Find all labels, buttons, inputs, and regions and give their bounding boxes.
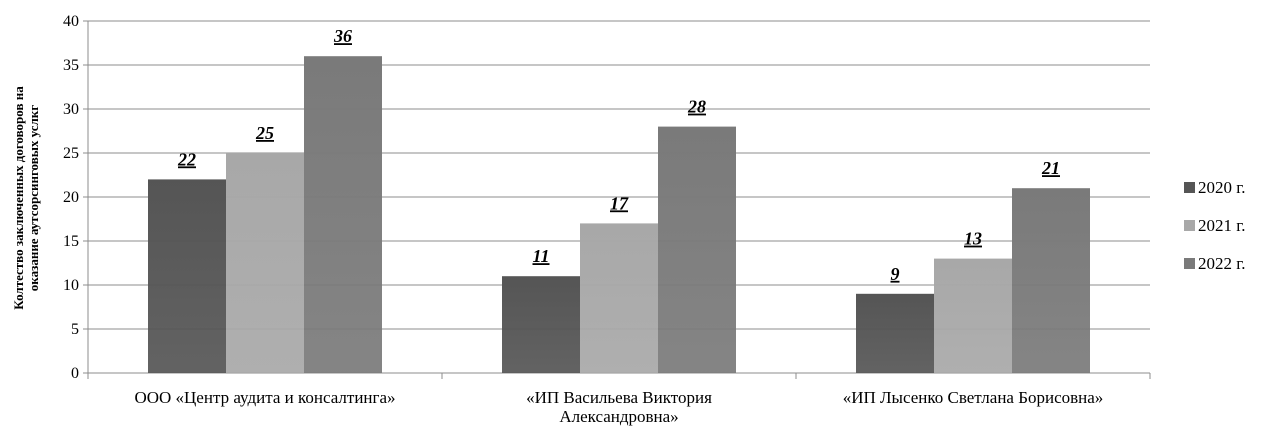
data-label-1-2: 28 — [687, 97, 706, 117]
bar-1-1 — [580, 223, 658, 373]
legend-swatch-0 — [1184, 182, 1195, 193]
category-label-0-0: ООО «Центр аудита и консалтинга» — [134, 388, 395, 407]
legend-label-0: 2020 г. — [1198, 178, 1246, 197]
bar-2-0 — [856, 293, 934, 373]
y-tick-label-35: 35 — [63, 57, 79, 74]
data-label-1-1: 17 — [610, 193, 629, 213]
y-tick-label-0: 0 — [71, 365, 79, 382]
y-axis-title-line-2: оказание аутсорсинговых услкг — [26, 105, 41, 291]
legend-label-2: 2022 г. — [1198, 254, 1246, 273]
bar-2-1 — [934, 258, 1012, 373]
legend-label-1: 2021 г. — [1198, 216, 1246, 235]
bar-2-2 — [1012, 188, 1090, 373]
y-tick-label-20: 20 — [63, 189, 79, 206]
data-label-2-2: 21 — [1041, 158, 1060, 178]
category-label-1-0: «ИП Васильева Виктория — [526, 388, 712, 407]
y-tick-label-25: 25 — [63, 145, 79, 162]
category-label-1-1: Александровна» — [559, 407, 678, 426]
bar-0-2 — [304, 56, 382, 373]
bar-1-2 — [658, 126, 736, 373]
data-label-0-2: 36 — [333, 26, 352, 46]
y-tick-label-40: 40 — [63, 13, 79, 30]
y-tick-label-5: 5 — [71, 321, 79, 338]
data-label-2-1: 13 — [964, 229, 982, 249]
legend-swatch-2 — [1184, 258, 1195, 269]
data-label-0-0: 22 — [177, 149, 196, 169]
y-tick-label-30: 30 — [63, 101, 79, 118]
data-label-0-1: 25 — [255, 123, 274, 143]
bar-1-0 — [502, 276, 580, 373]
y-tick-label-10: 10 — [63, 277, 79, 294]
category-label-2-0: «ИП Лысенко Светлана Борисовна» — [843, 388, 1104, 407]
data-label-1-0: 11 — [532, 246, 549, 266]
legend-swatch-1 — [1184, 220, 1195, 231]
y-tick-label-15: 15 — [63, 233, 79, 250]
data-label-2-0: 9 — [891, 264, 900, 284]
bar-0-1 — [226, 153, 304, 373]
y-axis-title-line-1: Колтество заключенных договоров на — [11, 86, 26, 310]
bar-0-0 — [148, 179, 226, 373]
